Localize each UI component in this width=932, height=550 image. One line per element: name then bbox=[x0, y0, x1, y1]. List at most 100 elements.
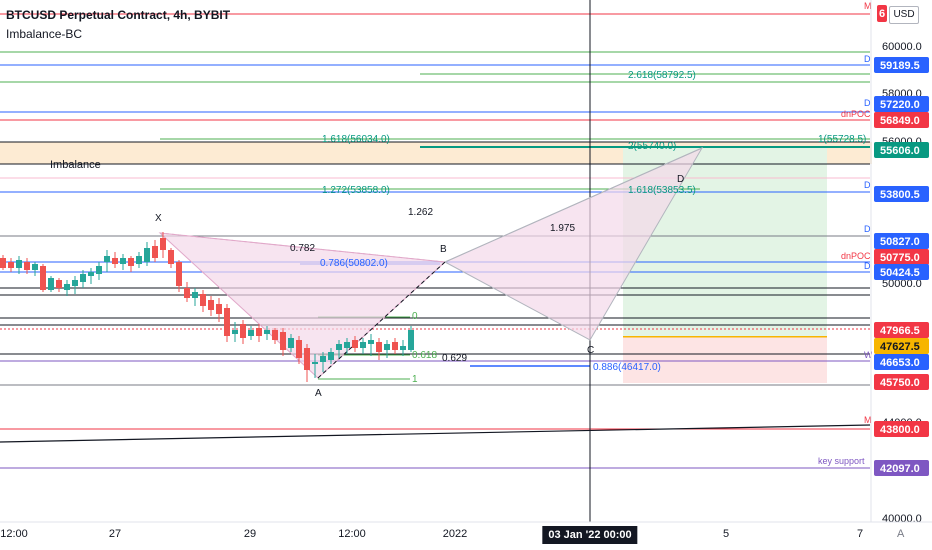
ratio-0782-label: 0.782 bbox=[290, 243, 315, 254]
d-label-5: D bbox=[864, 224, 871, 234]
candle-body bbox=[344, 342, 350, 348]
candle-body bbox=[336, 344, 342, 350]
price-tag-label: 57220.0 bbox=[880, 99, 920, 111]
candle-body bbox=[56, 280, 62, 288]
candle-body bbox=[248, 330, 254, 336]
candle-body bbox=[128, 258, 134, 266]
candle-body bbox=[320, 356, 326, 362]
candle-body bbox=[360, 342, 366, 348]
candle-body bbox=[368, 340, 374, 344]
long-position-entry-line bbox=[623, 336, 827, 338]
pattern-bd-line bbox=[444, 147, 703, 263]
w-label: W bbox=[864, 350, 873, 360]
candle-body bbox=[80, 274, 86, 282]
dnpoc-label-2: dnPOC bbox=[841, 251, 871, 261]
candle-body bbox=[96, 266, 102, 274]
candle-body bbox=[232, 330, 238, 334]
candle-body bbox=[32, 264, 38, 270]
price-tag-bg bbox=[874, 96, 929, 112]
crosshair-time-label: 03 Jan '22 00:00 bbox=[542, 526, 638, 544]
horizontal-levels bbox=[0, 13, 871, 469]
ratio-1975-label: 1.975 bbox=[550, 223, 575, 234]
fib-1-right-label: 1(55728.5) bbox=[818, 134, 866, 145]
time-tick: 29 bbox=[243, 528, 257, 540]
candle-body bbox=[296, 340, 302, 358]
price-tag-bg bbox=[874, 460, 929, 476]
candle-body bbox=[328, 352, 334, 360]
dnpoc-label-1: dnPOC bbox=[841, 109, 871, 119]
m-low-label: M bbox=[864, 415, 872, 425]
price-tag-bg bbox=[874, 354, 929, 370]
price-tag-bg bbox=[874, 142, 929, 158]
price-tag-bg bbox=[874, 322, 929, 338]
candle-body bbox=[176, 262, 182, 286]
candle-body bbox=[264, 330, 270, 334]
chart-title: BTCUSD Perpetual Contract, 4h, BYBIT bbox=[6, 8, 231, 22]
candle-body bbox=[72, 280, 78, 286]
auto-scale-icon[interactable]: A bbox=[897, 528, 905, 540]
candle-body bbox=[120, 258, 126, 264]
m-top-label: M bbox=[864, 1, 872, 11]
candle-body bbox=[312, 362, 318, 364]
price-tag-label: 45750.0 bbox=[880, 377, 920, 389]
candle-body bbox=[168, 250, 174, 264]
time-tick: 12:00 bbox=[0, 528, 28, 540]
trendline-rising bbox=[0, 424, 871, 443]
pattern-point-d: D bbox=[677, 174, 684, 185]
candle-body bbox=[240, 324, 246, 338]
candle-body bbox=[200, 294, 206, 306]
d-label-1: D bbox=[864, 54, 871, 64]
candle-body bbox=[88, 272, 94, 276]
price-tick: 40000.0 bbox=[882, 513, 922, 525]
candle-body bbox=[288, 338, 294, 348]
candle-body bbox=[216, 304, 222, 314]
fib-1272-label: 1.272(53858.0) bbox=[322, 185, 390, 196]
candle-body bbox=[112, 258, 118, 264]
price-tag-label: 43800.0 bbox=[880, 424, 920, 436]
candle-body bbox=[272, 330, 278, 340]
fib-0786-label: 0.786(50802.0) bbox=[320, 258, 388, 269]
price-tag-bg bbox=[874, 186, 929, 202]
candle-body bbox=[104, 256, 110, 262]
candle-body bbox=[352, 340, 358, 348]
candle-body bbox=[392, 342, 398, 350]
candle-body bbox=[192, 292, 198, 298]
candle-body bbox=[408, 330, 414, 350]
currency-badge[interactable]: USD bbox=[889, 6, 919, 24]
candlestick-series bbox=[0, 232, 414, 382]
price-tag-label: 47966.5 bbox=[880, 325, 920, 337]
price-tag-label: 47627.5 bbox=[880, 341, 920, 353]
fib-0886-label: 0.886(46417.0) bbox=[593, 362, 661, 373]
candle-body bbox=[152, 246, 158, 258]
fib-1618-top-label: 1.618(56034.0) bbox=[322, 134, 390, 145]
price-tag-bg bbox=[874, 249, 929, 265]
candle-body bbox=[280, 332, 286, 350]
fib-2618-label: 2.618(58792.5) bbox=[628, 70, 696, 81]
price-tag-bg bbox=[874, 338, 929, 354]
key-support-label: key support bbox=[818, 456, 865, 466]
price-tag-label: 59189.5 bbox=[880, 60, 920, 72]
pattern-point-x: X bbox=[155, 213, 162, 224]
fib-small-0-label: 0 bbox=[412, 311, 418, 322]
candle-body bbox=[24, 262, 30, 270]
candle-body bbox=[256, 328, 262, 336]
candle-body bbox=[64, 284, 70, 290]
price-tag-bg bbox=[874, 57, 929, 73]
ratio-0629-label: 0.629 bbox=[442, 353, 467, 364]
candle-body bbox=[224, 308, 230, 336]
time-tick: 7 bbox=[856, 528, 864, 540]
time-tick: 2022 bbox=[442, 528, 468, 540]
chart-annotations: 2.618(58792.5) 1.618(56034.0) 1(55728.5)… bbox=[50, 70, 866, 399]
indicator-name[interactable]: Imbalance-BC bbox=[6, 27, 83, 41]
fib-2-right-label: 2(55740.0) bbox=[628, 141, 676, 152]
price-tag-label: 42097.0 bbox=[880, 463, 920, 475]
time-tick: 12:00 bbox=[338, 528, 366, 540]
long-position-loss-zone bbox=[623, 337, 827, 383]
pattern-point-c: C bbox=[587, 345, 594, 356]
candle-body bbox=[184, 288, 190, 298]
price-tag-label: 50775.0 bbox=[880, 252, 920, 264]
candle-body bbox=[208, 300, 214, 310]
fib-small-1-label: 1 bbox=[412, 374, 418, 385]
harmonic-pattern[interactable] bbox=[158, 146, 704, 379]
